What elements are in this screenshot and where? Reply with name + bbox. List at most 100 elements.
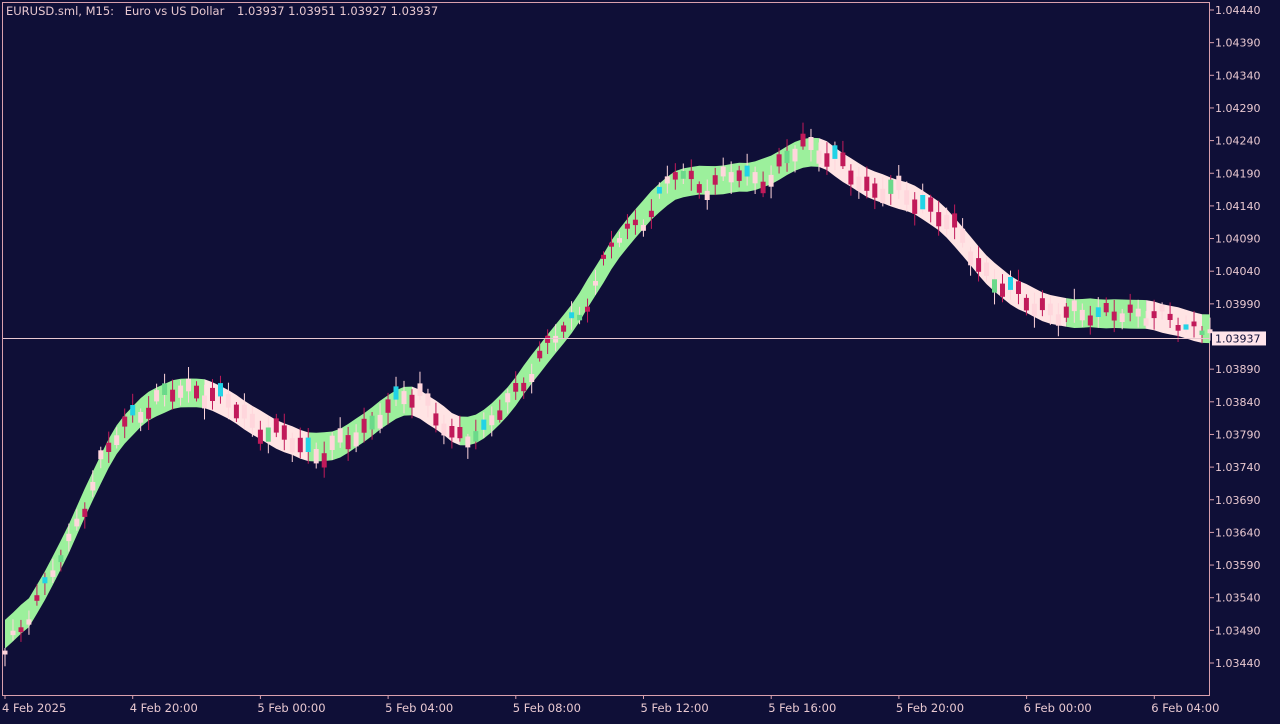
candle	[656, 182, 662, 199]
y-tick-label: 1.04140	[1215, 200, 1261, 213]
candle-body	[345, 435, 351, 450]
y-tick-label: 1.03840	[1215, 396, 1261, 409]
candle-body	[10, 630, 16, 636]
x-tick-label: 6 Feb 04:00	[1151, 701, 1219, 715]
candle	[106, 431, 112, 463]
candle-body	[369, 415, 375, 430]
candle	[1111, 299, 1117, 333]
candle-body	[656, 186, 662, 194]
y-tick-label: 1.03690	[1215, 494, 1261, 507]
candle	[353, 424, 359, 453]
candle-body	[968, 251, 974, 266]
candle	[1175, 317, 1181, 342]
candle	[345, 426, 351, 461]
candle-body	[832, 145, 838, 159]
candle-body	[1191, 321, 1197, 327]
candle	[305, 428, 311, 464]
candle-body	[1039, 298, 1045, 311]
candle	[569, 301, 575, 330]
candle-body	[561, 325, 567, 332]
candle	[704, 179, 710, 210]
candle	[74, 509, 80, 531]
candle-body	[800, 133, 806, 147]
candle	[497, 399, 503, 423]
candle-body	[744, 165, 750, 177]
candle	[138, 408, 144, 432]
candle	[1159, 302, 1165, 320]
y-tick-label: 1.03740	[1215, 461, 1261, 474]
candle-body	[1063, 306, 1069, 318]
candle	[489, 406, 495, 437]
candle-body	[728, 172, 734, 183]
candle	[609, 230, 614, 259]
chart-symbol: EURUSD.sml, M15:	[6, 4, 114, 18]
trend-band-layer	[5, 137, 1210, 649]
candle	[896, 165, 902, 199]
candle	[944, 207, 950, 236]
candle	[1143, 311, 1149, 329]
candle	[640, 219, 646, 237]
candle	[1039, 290, 1045, 317]
candle	[984, 257, 989, 282]
candle	[904, 181, 910, 212]
candle	[473, 419, 479, 450]
candle-body	[265, 427, 271, 442]
candle-body	[768, 174, 774, 187]
candle-body	[688, 170, 694, 180]
candle	[257, 420, 263, 451]
candle	[1095, 297, 1101, 328]
candle	[1119, 308, 1125, 330]
candle-body	[609, 242, 614, 247]
candle	[736, 165, 742, 188]
candle	[433, 402, 439, 433]
candle	[1079, 303, 1085, 327]
candle	[393, 376, 399, 406]
candle-body	[337, 428, 343, 443]
candle-body	[1135, 308, 1141, 317]
candle	[130, 393, 136, 423]
candle-body	[393, 386, 399, 400]
candle-body	[864, 176, 870, 191]
candle-body	[377, 414, 383, 429]
candle	[361, 407, 367, 443]
y-tick-label: 1.03990	[1215, 298, 1261, 311]
candle	[601, 251, 606, 266]
candle-body	[521, 382, 527, 392]
candle-body	[202, 395, 207, 409]
candle-body	[162, 383, 168, 395]
candle	[664, 165, 670, 194]
candle-body	[1143, 318, 1149, 326]
candle-body	[505, 393, 511, 403]
candle	[122, 408, 128, 439]
candle	[1031, 292, 1037, 328]
candle-body	[473, 431, 479, 442]
candle-body	[465, 436, 471, 448]
candle	[800, 122, 806, 150]
candle-body	[720, 166, 726, 177]
candle	[752, 166, 758, 194]
candle-body	[624, 223, 630, 229]
candle	[928, 194, 934, 223]
candle	[760, 171, 766, 198]
candle-body	[664, 176, 670, 184]
candles-layer	[2, 122, 1213, 667]
x-tick-label: 5 Feb 12:00	[641, 701, 709, 715]
candle-body	[553, 335, 559, 343]
candle	[720, 157, 726, 181]
candle-body	[1207, 329, 1213, 334]
candle	[178, 380, 184, 406]
chart-ohlc: 1.03937 1.03951 1.03927 1.03937	[237, 4, 438, 18]
candle-body	[672, 172, 678, 180]
candle-body	[1151, 311, 1157, 319]
candle-body	[928, 197, 934, 212]
candle	[1207, 317, 1213, 341]
candle-body	[425, 393, 431, 406]
candle	[1191, 310, 1197, 338]
candle-body	[417, 383, 423, 396]
candle-body	[984, 262, 989, 276]
candle-body	[784, 150, 790, 164]
candle-body	[537, 350, 543, 359]
candle	[784, 139, 790, 172]
